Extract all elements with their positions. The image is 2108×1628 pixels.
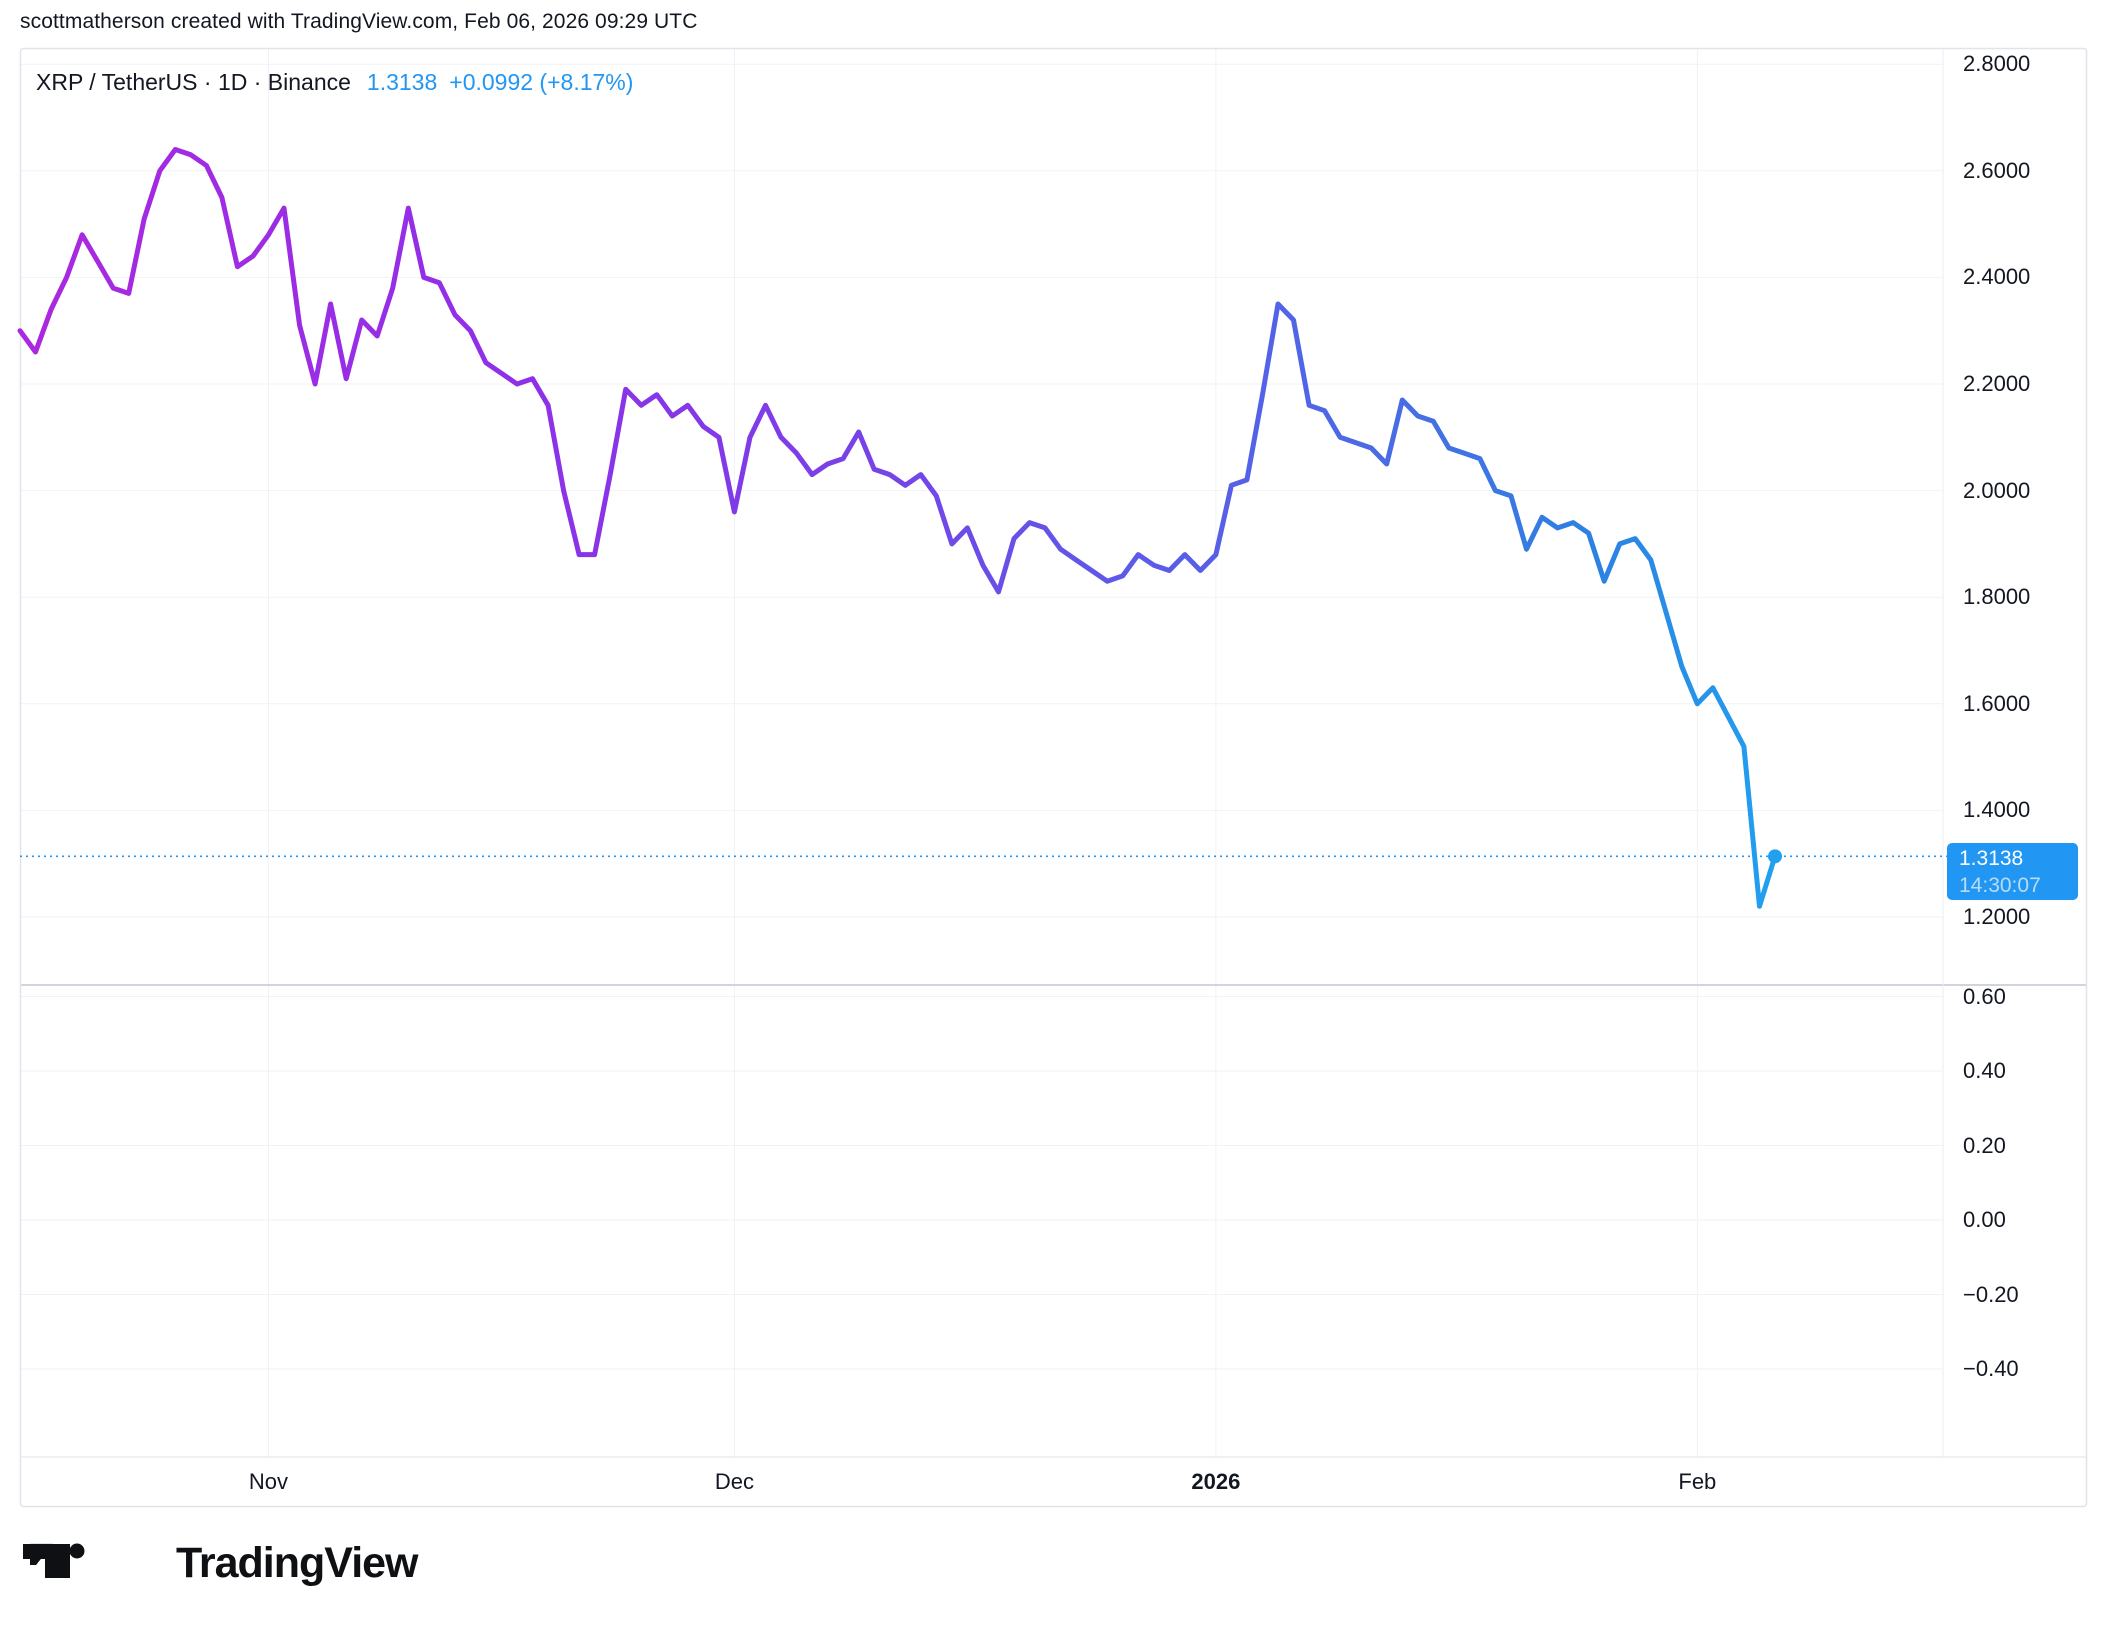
indicator-tick-label: 0.00 — [1963, 1207, 2006, 1232]
price-tick-label: 1.6000 — [1963, 690, 2031, 716]
attribution-text: scottmatherson created with TradingView.… — [20, 10, 698, 33]
time-tick-label: 2026 — [1191, 1469, 1241, 1494]
symbol-title[interactable]: XRP / TetherUS · 1D · Binance — [36, 69, 351, 95]
indicator-tick-label: −0.20 — [1963, 1281, 2019, 1307]
tradingview-logo-seven — [30, 1543, 53, 1565]
price-tick-label: 2.2000 — [1963, 371, 2031, 396]
indicator-tick-label: 0.40 — [1963, 1058, 2006, 1083]
time-tick-label: Nov — [248, 1469, 289, 1494]
price-tick-label: 1.4000 — [1963, 797, 2031, 823]
symbol-legend[interactable]: XRP / TetherUS · 1D · Binance 1.3138 +0.09… — [36, 69, 633, 96]
indicator-tick-label: 0.60 — [1963, 983, 2006, 1009]
price-tick-label: 1.8000 — [1963, 584, 2031, 610]
indicator-tick-label: −0.40 — [1963, 1356, 2019, 1381]
legend-last-price: 1.3138 — [366, 69, 438, 95]
tradingview-wordmark: TradingView — [176, 1539, 418, 1587]
legend-change: +0.0992 (+8.17%) — [449, 69, 634, 95]
time-tick-label: Dec — [714, 1469, 754, 1494]
price-tick-label: 2.4000 — [1963, 264, 2031, 290]
last-price-value: 1.3138 — [1959, 846, 2024, 870]
time-tick-label: Feb — [1678, 1469, 1717, 1494]
bar-countdown: 14:30:07 — [1959, 873, 2041, 897]
last-price-label: 1.3138 14:30:07 — [1947, 842, 2078, 900]
price-tick-label: 2.6000 — [1963, 157, 2031, 183]
tradingview-logo[interactable]: TradingView — [22, 1539, 418, 1587]
price-tick-label: 2.8000 — [1963, 51, 2031, 77]
price-tick-label: 1.2000 — [1963, 904, 2031, 929]
indicator-tick-label: 0.20 — [1963, 1132, 2006, 1158]
price-tick-label: 2.0000 — [1963, 477, 2031, 503]
